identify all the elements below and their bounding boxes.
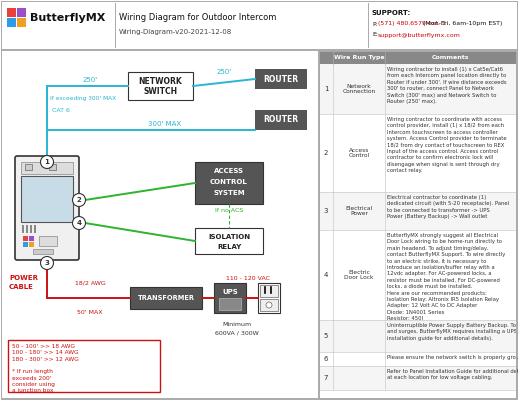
Bar [319, 192, 516, 230]
Text: 7: 7 [324, 375, 328, 381]
Bar [319, 230, 516, 320]
Text: Electrical: Electrical [346, 206, 372, 211]
Text: ACCESS: ACCESS [214, 168, 244, 174]
Bar [29, 236, 34, 241]
Text: Wire Run Type: Wire Run Type [334, 55, 384, 60]
Text: Access: Access [349, 148, 369, 153]
Bar [7, 18, 16, 27]
Text: Minimum: Minimum [222, 322, 252, 328]
Text: RELAY: RELAY [217, 244, 241, 250]
Circle shape [73, 194, 85, 206]
Bar [319, 366, 516, 390]
Text: P:: P: [372, 22, 378, 26]
Bar [21, 162, 73, 174]
Bar [128, 72, 193, 100]
Bar [195, 228, 263, 254]
Bar [23, 236, 28, 241]
Text: Wiring contractor to install (1) x Cat5e/Cat6
from each Intercom panel location : Wiring contractor to install (1) x Cat5e… [387, 67, 507, 104]
Text: 1: 1 [45, 159, 49, 165]
Text: 50 - 100' >> 18 AWG: 50 - 100' >> 18 AWG [12, 344, 75, 349]
Bar [319, 114, 516, 192]
Bar [8, 340, 160, 392]
Text: 300' MAX: 300' MAX [149, 121, 182, 127]
Bar [319, 352, 516, 366]
Circle shape [40, 156, 53, 168]
Bar [255, 110, 307, 130]
Text: Wiring Diagram for Outdoor Intercom: Wiring Diagram for Outdoor Intercom [119, 12, 277, 22]
Text: UPS: UPS [222, 289, 238, 295]
Text: 110 - 120 VAC: 110 - 120 VAC [226, 276, 270, 280]
Text: 5: 5 [324, 333, 328, 339]
Bar [258, 283, 280, 313]
Text: ButterflyMX: ButterflyMX [30, 13, 105, 23]
Text: 100 - 180' >> 14 AWG: 100 - 180' >> 14 AWG [12, 350, 79, 355]
Text: Please ensure the network switch is properly grounded.: Please ensure the network switch is prop… [387, 355, 518, 360]
Bar [21, 176, 73, 222]
Text: 600VA / 300W: 600VA / 300W [215, 330, 259, 336]
Text: Uninterruptible Power Supply Battery Backup. To prevent voltage drops
and surges: Uninterruptible Power Supply Battery Bac… [387, 323, 518, 341]
Circle shape [73, 216, 85, 230]
Text: Network: Network [347, 84, 371, 89]
Text: E:: E: [372, 32, 378, 38]
Bar [39, 236, 57, 246]
Text: Power: Power [350, 211, 368, 216]
Text: (Mon-Fri, 6am-10pm EST): (Mon-Fri, 6am-10pm EST) [421, 22, 502, 26]
Bar [214, 283, 246, 313]
Text: Electrical contractor to coordinate (1)
dedicated circuit (with 5-20 receptacle): Electrical contractor to coordinate (1) … [387, 195, 509, 219]
Bar [7, 8, 16, 17]
Text: ButterflyMX strongly suggest all Electrical
Door Lock wiring to be home-run dire: ButterflyMX strongly suggest all Electri… [387, 233, 506, 321]
Bar [1, 50, 517, 398]
Bar [22, 225, 24, 233]
Text: Wiring contractor to coordinate with access
control provider, install (1) x 18/2: Wiring contractor to coordinate with acc… [387, 117, 507, 173]
Text: 2: 2 [77, 197, 81, 203]
Bar [25, 164, 32, 170]
Text: ISOLATION: ISOLATION [208, 234, 250, 240]
Bar [219, 298, 241, 310]
Text: Refer to Panel Installation Guide for additional details. Leave 6' service loop
: Refer to Panel Installation Guide for ad… [387, 369, 518, 380]
Text: consider using: consider using [12, 382, 55, 387]
Text: (571) 480.6579 ext. 2: (571) 480.6579 ext. 2 [378, 22, 446, 26]
Text: If exceeding 300' MAX: If exceeding 300' MAX [50, 96, 116, 101]
FancyBboxPatch shape [15, 156, 79, 260]
Bar [34, 225, 36, 233]
Bar [130, 287, 202, 309]
Text: ROUTER: ROUTER [264, 116, 298, 124]
Bar [29, 242, 34, 247]
Text: 1: 1 [324, 86, 328, 92]
Text: Wiring-Diagram-v20-2021-12-08: Wiring-Diagram-v20-2021-12-08 [119, 29, 232, 35]
Text: CONTROL: CONTROL [210, 179, 248, 185]
Text: SUPPORT:: SUPPORT: [372, 10, 411, 16]
Text: CABLE: CABLE [9, 284, 34, 290]
Bar [23, 242, 28, 247]
Bar [319, 64, 516, 114]
Bar [260, 299, 278, 311]
Bar [260, 285, 278, 297]
Bar [195, 162, 263, 204]
Bar [319, 51, 516, 64]
Text: 180 - 300' >> 12 AWG: 180 - 300' >> 12 AWG [12, 357, 79, 362]
Text: a junction box: a junction box [12, 388, 53, 393]
Bar [319, 51, 516, 398]
Text: TRANSFORMER: TRANSFORMER [137, 295, 194, 301]
Text: 4: 4 [77, 220, 81, 226]
Bar [1, 1, 517, 49]
Text: 4: 4 [324, 272, 328, 278]
Text: Door Lock: Door Lock [344, 275, 373, 280]
Bar [255, 69, 307, 89]
Text: 50' MAX: 50' MAX [77, 310, 103, 314]
Bar [17, 8, 26, 17]
Text: 18/2 AWG: 18/2 AWG [75, 280, 105, 286]
Text: exceeds 200': exceeds 200' [12, 376, 51, 380]
Text: NETWORK: NETWORK [139, 76, 182, 86]
Bar [49, 164, 56, 170]
Text: 3: 3 [45, 260, 49, 266]
Circle shape [40, 256, 53, 270]
Text: Electric: Electric [348, 270, 370, 275]
Text: Connection: Connection [342, 89, 376, 94]
Text: * If run length: * If run length [12, 369, 53, 374]
Text: ROUTER: ROUTER [264, 74, 298, 84]
Bar [30, 225, 32, 233]
Text: 250': 250' [217, 69, 232, 75]
Text: 250': 250' [82, 77, 97, 83]
Circle shape [266, 302, 272, 308]
